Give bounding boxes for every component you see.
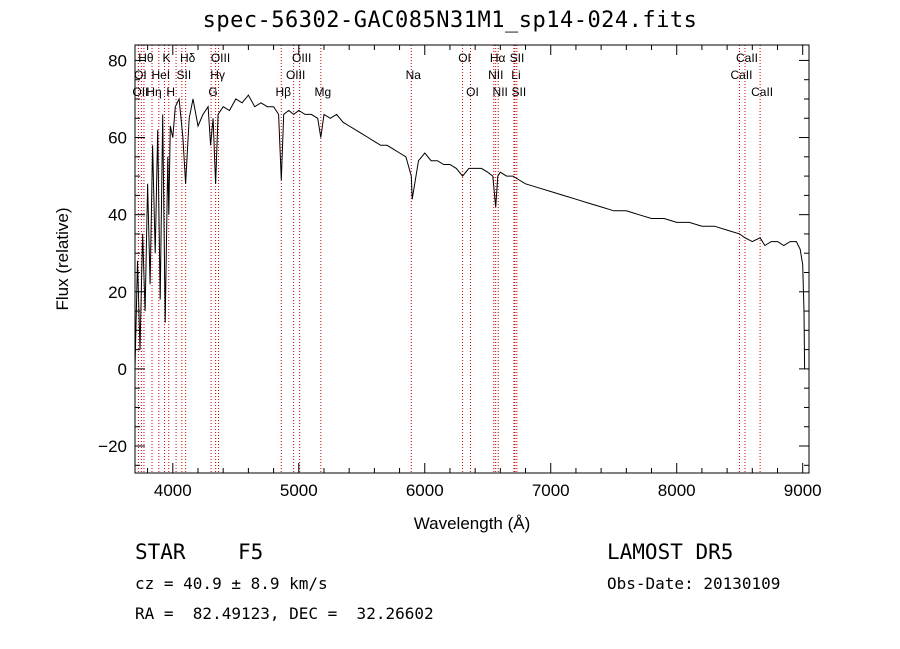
ra-dec-coords: RA = 82.49123, DEC = 32.26602 xyxy=(135,604,434,623)
line-label-18: OII xyxy=(132,85,148,99)
x-tick-label-4: 8000 xyxy=(658,481,696,500)
line-label-1: K xyxy=(162,51,170,65)
line-label-16: Li xyxy=(511,68,520,82)
plot-frame xyxy=(134,44,810,474)
x-tick-label-5: 9000 xyxy=(784,481,822,500)
line-label-10: HeI xyxy=(151,68,170,82)
line-label-0: Hθ xyxy=(138,51,154,65)
line-label-13: OIII xyxy=(286,68,305,82)
y-tick-label-0: −20 xyxy=(98,437,127,456)
y-tick-label-3: 40 xyxy=(108,206,127,225)
line-label-15: NII xyxy=(488,68,503,82)
y-tick-label-1: 0 xyxy=(118,360,127,379)
x-tick-label-1: 5000 xyxy=(280,481,318,500)
y-axis-label: Flux (relative) xyxy=(53,208,72,311)
object-subclass: F5 xyxy=(238,540,264,564)
line-label-9: OI xyxy=(134,68,147,82)
survey-name: LAMOST DR5 xyxy=(607,540,734,564)
spectral-line-labels: Hθ K Hδ OIII OIII OI Hα SII CaII OI HeI SII Hγ OIII Na… xyxy=(132,51,773,99)
line-label-24: OI xyxy=(466,85,479,99)
line-label-17: CaII xyxy=(730,68,752,82)
x-axis-label: Wavelength (Å) xyxy=(414,514,531,533)
line-label-12: Hγ xyxy=(210,68,225,82)
x-tick-label-0: 4000 xyxy=(154,481,192,500)
line-label-19: Hη xyxy=(146,85,161,99)
line-label-14: Na xyxy=(406,68,422,82)
line-label-5: OI xyxy=(458,51,471,65)
line-label-7: SII xyxy=(510,51,525,65)
y-tick-label-2: 20 xyxy=(108,283,127,302)
x-tick-label-3: 7000 xyxy=(532,481,570,500)
line-label-20: H xyxy=(166,85,175,99)
spectrum-series xyxy=(134,94,806,369)
line-label-21: G xyxy=(208,85,217,99)
line-label-6: Hα xyxy=(490,51,506,65)
obs-date: Obs-Date: 20130109 xyxy=(607,574,781,593)
redshift-cz: cz = 40.9 ± 8.9 km/s xyxy=(135,574,328,593)
line-label-2: Hδ xyxy=(180,51,196,65)
line-label-3: OIII xyxy=(211,51,230,65)
line-label-11: SII xyxy=(177,68,192,82)
line-label-27: CaII xyxy=(751,85,773,99)
spectrum-line-0 xyxy=(134,94,806,369)
axis-ticks: 4000 5000 6000 7000 8000 9000 −20 0 20 40 60 80 xyxy=(98,45,822,500)
line-label-26: SII xyxy=(512,85,527,99)
y-tick-label-5: 80 xyxy=(108,51,127,70)
spectral-line-markers xyxy=(137,45,761,473)
line-label-22: Hβ xyxy=(275,85,291,99)
line-label-23: Mg xyxy=(314,85,331,99)
y-tick-label-4: 60 xyxy=(108,129,127,148)
line-label-4: OIII xyxy=(292,51,311,65)
object-class: STAR xyxy=(135,540,186,564)
line-label-25: NII xyxy=(493,85,508,99)
x-tick-label-2: 6000 xyxy=(406,481,444,500)
chart-title: spec-56302-GAC085N31M1_sp14-024.fits xyxy=(202,8,698,33)
line-label-8: CaII xyxy=(736,51,758,65)
